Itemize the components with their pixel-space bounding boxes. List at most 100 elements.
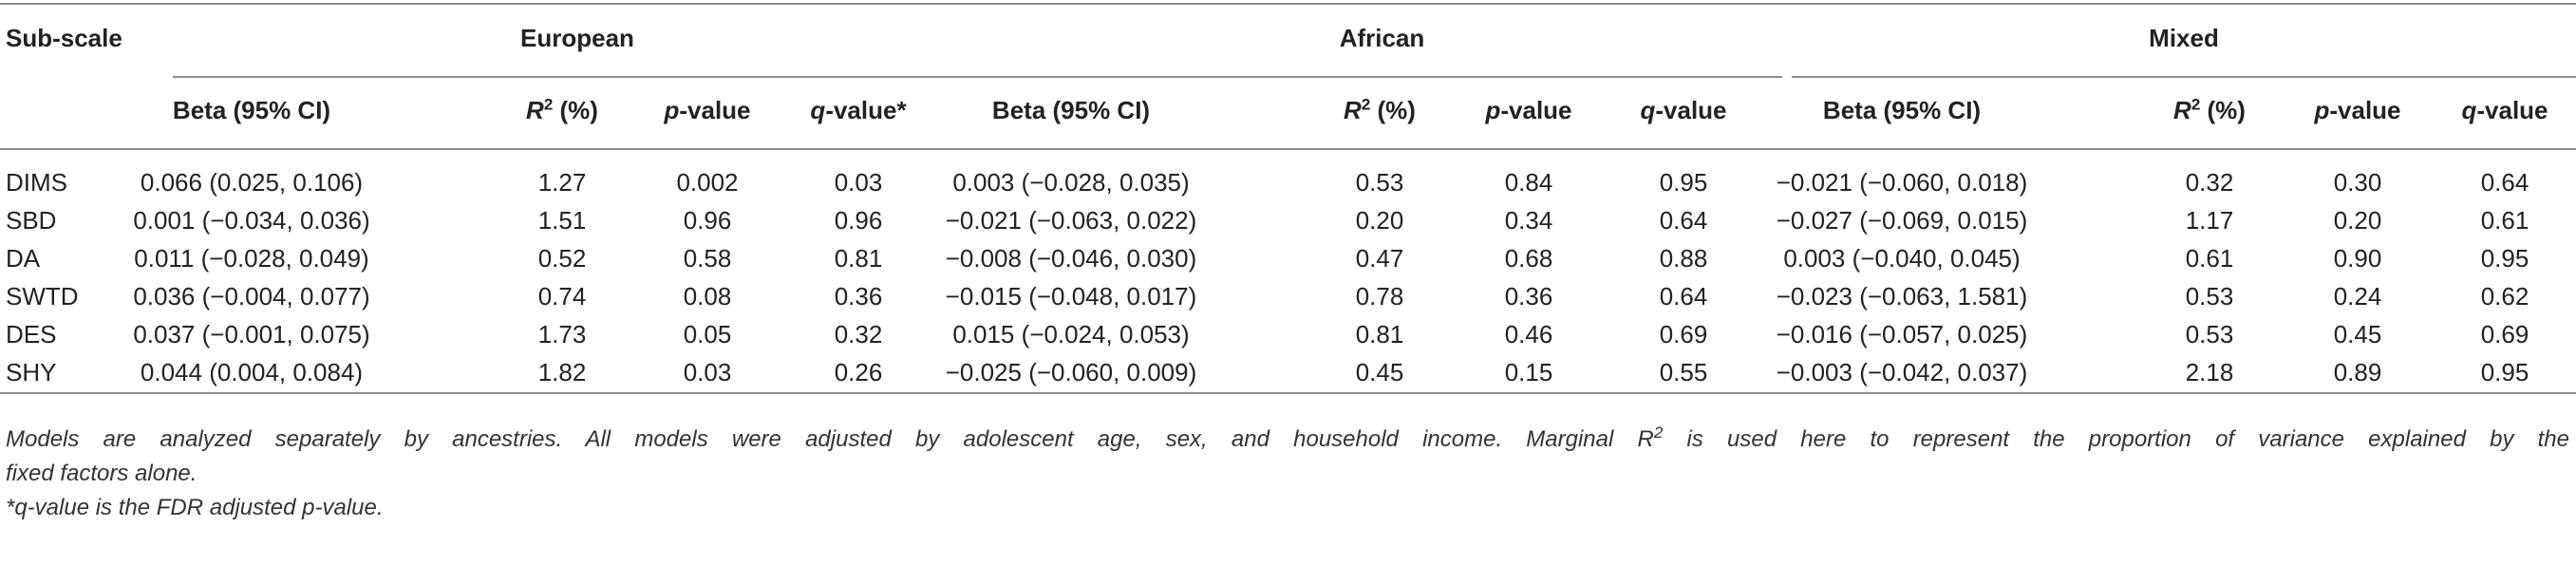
row-label: DES: [6, 320, 57, 348]
table-cell: 0.003 (−0.028, 0.035): [952, 168, 1190, 197]
table-cell: 0.066 (0.025, 0.106): [140, 168, 364, 197]
column-header: q-value: [1640, 96, 1727, 124]
table-cell: 0.55: [1659, 358, 1708, 386]
european-group-header: European: [520, 24, 634, 52]
table-cell: 0.08: [683, 282, 732, 311]
african-group-header: African: [1339, 24, 1425, 52]
table-cell: 0.20: [1355, 206, 1404, 235]
table-cell: 0.95: [1659, 168, 1708, 197]
table-cell: 0.81: [1355, 320, 1404, 348]
table-cell: 0.037 (−0.001, 0.075): [133, 320, 370, 348]
table-cell: 0.58: [683, 244, 732, 273]
table-cell: 0.84: [1504, 168, 1553, 197]
table-cell: 1.73: [537, 320, 587, 348]
table-cell: 0.69: [1659, 320, 1708, 348]
table-cell: 0.53: [2185, 282, 2234, 311]
table-cell: 0.64: [2480, 168, 2529, 197]
table-cell: 0.036 (−0.004, 0.077): [133, 282, 370, 311]
column-header: p-value: [2314, 96, 2401, 124]
column-header: p-value: [1485, 96, 1572, 124]
table-cell: 0.15: [1504, 358, 1553, 386]
table-cell: 0.011 (−0.028, 0.049): [134, 244, 369, 273]
table-cell: −0.023 (−0.063, 1.581): [1776, 282, 2028, 311]
footnote-paragraph: Models are analyzed separately by ancest…: [6, 424, 2569, 454]
table-cell: 0.24: [2333, 282, 2382, 311]
table-cell: 0.53: [2185, 320, 2234, 348]
mixed-group-header: Mixed: [2149, 24, 2219, 52]
table-cell: 0.001 (−0.034, 0.036): [133, 206, 370, 235]
table-bottom-rule: [0, 392, 2576, 394]
table-cell: 0.002: [676, 168, 739, 197]
table-cell: 0.015 (−0.024, 0.053): [952, 320, 1190, 348]
table-cell: 0.64: [1659, 206, 1708, 235]
table-cell: 0.45: [2333, 320, 2382, 348]
table-cell: 1.82: [537, 358, 587, 386]
footnote-line-3: *q-value is the FDR adjusted p-value.: [6, 495, 384, 520]
table-cell: −0.021 (−0.063, 0.022): [945, 206, 1197, 235]
table-cell: 0.03: [683, 358, 732, 386]
footnote-r: R: [1637, 426, 1654, 452]
table-cell: 0.05: [683, 320, 732, 348]
table-cell: 0.044 (0.004, 0.084): [140, 358, 364, 386]
table-cell: 0.61: [2185, 244, 2234, 273]
table-cell: 0.34: [1504, 206, 1553, 235]
table-cell: 0.95: [2480, 358, 2529, 386]
table-cell: 1.17: [2185, 206, 2234, 235]
subscale-header: Sub-scale: [6, 24, 122, 52]
table-top-rule: [0, 3, 2576, 5]
column-header: Beta (95% CI): [991, 96, 1151, 124]
table-cell: 0.52: [537, 244, 587, 273]
table-cell: 0.003 (−0.040, 0.045): [1783, 244, 2021, 273]
table-cell: −0.021 (−0.060, 0.018): [1776, 168, 2028, 197]
table-cell: 0.45: [1355, 358, 1404, 386]
table-cell: 0.53: [1355, 168, 1404, 197]
table-cell: 0.74: [537, 282, 587, 311]
row-label: SWTD: [6, 282, 79, 311]
column-header: Beta (95% CI): [172, 96, 331, 124]
table-cell: 0.20: [2333, 206, 2382, 235]
footnote-r-sup: 2: [1653, 424, 1664, 442]
header-bottom-rule: [0, 148, 2576, 150]
table-cell: 0.36: [834, 282, 883, 311]
table-cell: 0.95: [2480, 244, 2529, 273]
column-header: p-value: [664, 96, 751, 124]
footnote-text-b: is used here to represent the proportion…: [1663, 426, 2569, 452]
table-cell: 0.89: [2333, 358, 2382, 386]
column-header: R2 (%): [1344, 95, 1416, 124]
table-cell: 0.46: [1504, 320, 1553, 348]
column-header: R2 (%): [2173, 95, 2246, 124]
table-cell: 0.88: [1659, 244, 1708, 273]
table-cell: −0.015 (−0.048, 0.017): [945, 282, 1197, 311]
table-cell: 0.96: [683, 206, 732, 235]
table-cell: −0.008 (−0.046, 0.030): [945, 244, 1197, 273]
table-cell: 0.36: [1504, 282, 1553, 311]
table-cell: 0.03: [834, 168, 883, 197]
table-cell: 0.78: [1355, 282, 1404, 311]
table-cell: 0.47: [1355, 244, 1404, 273]
african-group-rule: [982, 76, 1782, 78]
column-header: Beta (95% CI): [1822, 96, 1982, 124]
table-cell: 0.32: [2185, 168, 2234, 197]
table-cell: 0.90: [2333, 244, 2382, 273]
table-cell: 0.96: [834, 206, 883, 235]
row-label: DA: [6, 244, 41, 273]
table-cell: 0.81: [834, 244, 883, 273]
table-cell: 0.68: [1504, 244, 1553, 273]
table-cell: 0.62: [2480, 282, 2529, 311]
table-cell: −0.027 (−0.069, 0.015): [1776, 206, 2028, 235]
table-cell: −0.025 (−0.060, 0.009): [945, 358, 1197, 386]
table-cell: −0.003 (−0.042, 0.037): [1776, 358, 2028, 386]
row-label: SBD: [6, 206, 57, 235]
row-label: DIMS: [6, 168, 67, 197]
european-group-rule: [173, 76, 982, 78]
row-label: SHY: [6, 358, 57, 386]
footnote-text-a: Models are analyzed separately by ancest…: [6, 426, 1638, 452]
footnote-line-2: fixed factors alone.: [6, 461, 197, 486]
table-cell: 1.27: [537, 168, 587, 197]
column-header: q-value*: [810, 96, 907, 124]
table-cell: 0.64: [1659, 282, 1708, 311]
table-cell: 2.18: [2185, 358, 2234, 386]
table-cell: 0.32: [834, 320, 883, 348]
table-cell: 0.30: [2333, 168, 2382, 197]
table-cell: 0.69: [2480, 320, 2529, 348]
